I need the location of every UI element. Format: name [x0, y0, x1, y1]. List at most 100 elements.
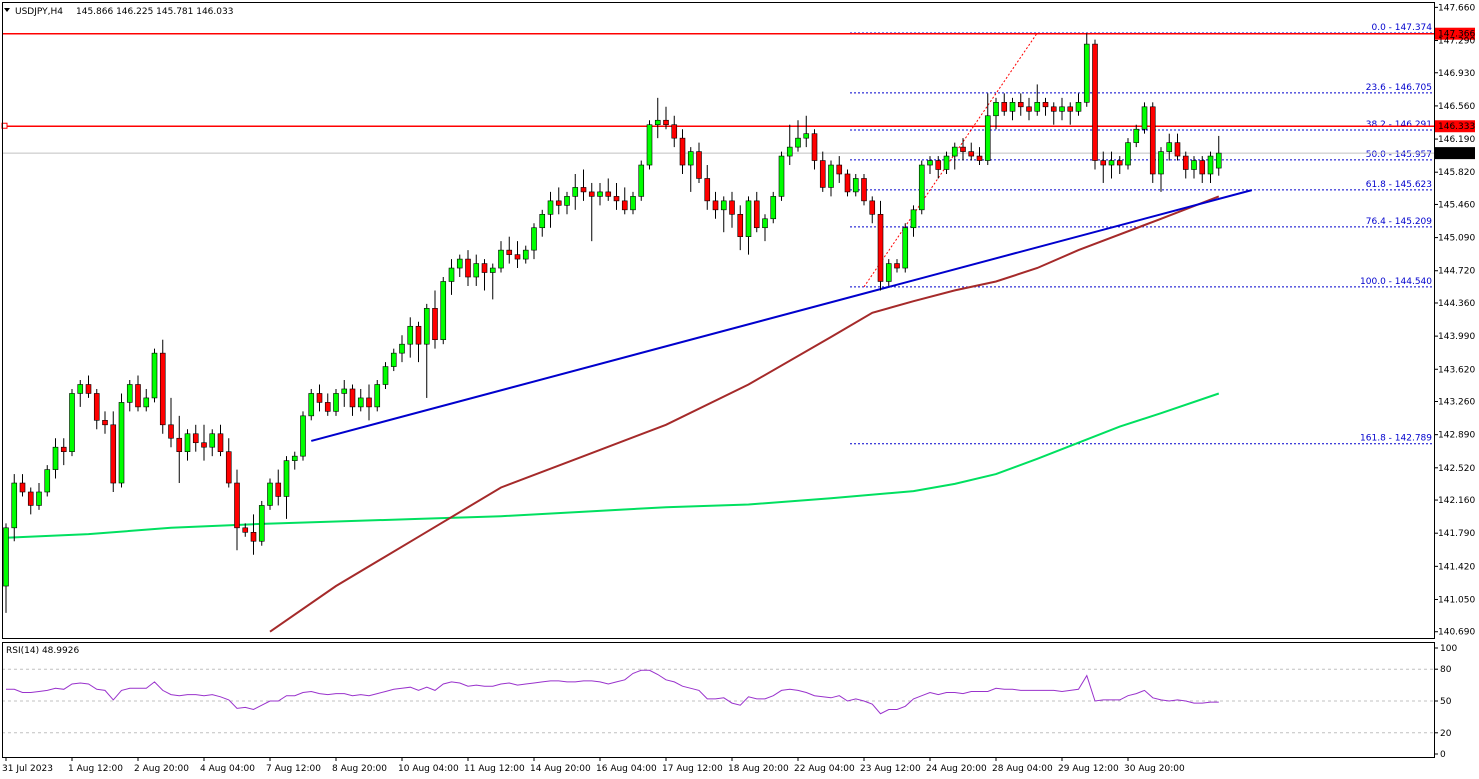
bullish-candle — [36, 491, 42, 506]
bearish-candle — [201, 442, 207, 448]
bearish-candle — [712, 200, 719, 211]
bearish-candle — [960, 146, 966, 152]
rsi-layer — [2, 668, 1434, 734]
price-tick-label: 142.890 — [1438, 431, 1475, 441]
bullish-candle — [1207, 155, 1214, 175]
fib-level-label: 161.8 - 142.789 — [1360, 434, 1432, 444]
bullish-candle — [572, 187, 579, 197]
bearish-candle — [366, 397, 372, 408]
bullish-candle — [910, 209, 917, 229]
bullish-candle — [357, 397, 364, 408]
bullish-candle — [118, 402, 125, 484]
bullish-candle — [209, 433, 216, 448]
bullish-candle — [498, 249, 504, 269]
bearish-candle — [621, 200, 628, 211]
bullish-candle — [522, 249, 529, 260]
rsi-tick-label: 50 — [1440, 697, 1452, 707]
bullish-candle — [308, 393, 315, 417]
time-tick-label: 17 Aug 12:00 — [662, 764, 723, 774]
bullish-candle — [927, 160, 933, 166]
time-tick-label: 16 Aug 04:00 — [596, 764, 657, 774]
bearish-candle — [415, 325, 422, 345]
bullish-candle — [407, 325, 414, 345]
bearish-candle — [613, 196, 620, 202]
bearish-candle — [506, 249, 513, 255]
bearish-candle — [176, 437, 183, 452]
bullish-candle — [852, 178, 859, 193]
bearish-candle — [60, 446, 67, 452]
price-label-high-line: 147.366 — [1438, 30, 1475, 40]
bullish-candle — [382, 366, 389, 385]
price-tick-label: 141.790 — [1438, 529, 1475, 539]
bearish-candle — [225, 451, 232, 484]
collapse-triangle-icon[interactable] — [4, 8, 10, 12]
bullish-candle — [984, 115, 991, 161]
price-tick-label: 142.520 — [1438, 464, 1475, 474]
bullish-candle — [795, 137, 801, 148]
bullish-candle — [786, 146, 793, 157]
bullish-candle — [1108, 160, 1115, 166]
price-label-current: 146.033 — [1438, 149, 1475, 159]
bullish-candle — [638, 164, 645, 197]
bullish-candle — [440, 281, 447, 341]
bullish-candle — [531, 227, 537, 251]
bullish-candle — [918, 164, 925, 211]
price-tick-label: 141.420 — [1438, 562, 1475, 572]
bullish-candle — [69, 393, 75, 452]
bullish-candle — [267, 482, 273, 506]
bearish-candle — [1199, 160, 1206, 175]
price-label-resistance-line: 146.333 — [1438, 122, 1475, 132]
fib-level-label: 0.0 - 147.374 — [1372, 23, 1433, 33]
bearish-candle — [935, 160, 942, 170]
bearish-candle — [1042, 102, 1049, 108]
bullish-candle — [745, 200, 752, 237]
time-tick-label: 2 Aug 20:00 — [134, 764, 189, 774]
time-tick-label: 31 Jul 2023 — [2, 764, 53, 774]
bearish-candle — [968, 151, 975, 157]
price-tick-label: 142.160 — [1438, 496, 1475, 506]
price-tick-label: 140.690 — [1438, 628, 1475, 638]
time-tick-label: 11 Aug 12:00 — [464, 764, 525, 774]
bullish-candle — [341, 388, 348, 394]
price-tick-label: 146.560 — [1438, 102, 1475, 112]
bullish-candle — [885, 263, 892, 282]
bearish-candle — [135, 384, 141, 408]
bearish-candle — [159, 352, 166, 426]
bearish-candle — [324, 402, 331, 412]
bearish-candle — [555, 200, 562, 206]
bullish-candle — [399, 343, 405, 354]
bearish-candle — [696, 151, 702, 179]
bearish-candle — [275, 482, 282, 497]
bullish-candle — [1125, 142, 1131, 166]
rsi-panel-frame — [2, 642, 1435, 758]
bullish-candle — [1059, 106, 1065, 112]
bullish-candle — [300, 415, 306, 457]
chart-header: USDJPY,H4 145.866 146.225 145.781 146.03… — [4, 7, 233, 17]
price-panel-frame — [2, 2, 1435, 639]
price-tick-label: 144.720 — [1438, 267, 1475, 277]
time-tick-label: 23 Aug 12:00 — [860, 764, 921, 774]
bearish-candle — [1182, 155, 1189, 170]
bearish-candle — [110, 424, 117, 484]
price-tick-label: 147.290 — [1438, 37, 1475, 47]
bearish-candle — [1050, 106, 1057, 112]
bullish-candle — [993, 102, 999, 117]
bearish-candle — [481, 263, 488, 273]
price-tick-label: 143.990 — [1438, 332, 1475, 342]
bullish-candle — [1133, 128, 1140, 143]
bearish-candle — [877, 213, 884, 282]
bearish-candle — [679, 137, 686, 166]
bearish-candle — [1017, 102, 1024, 108]
bullish-candle — [489, 267, 496, 273]
bullish-candle — [184, 433, 191, 452]
bearish-candle — [605, 191, 612, 197]
time-tick-label: 22 Aug 04:00 — [794, 764, 855, 774]
candles-layer[interactable] — [3, 33, 1222, 613]
bullish-candle — [151, 352, 158, 399]
bullish-candle — [902, 227, 909, 269]
bullish-candle — [423, 308, 430, 345]
time-tick-label: 4 Aug 04:00 — [200, 764, 255, 774]
bullish-candle — [770, 196, 777, 220]
